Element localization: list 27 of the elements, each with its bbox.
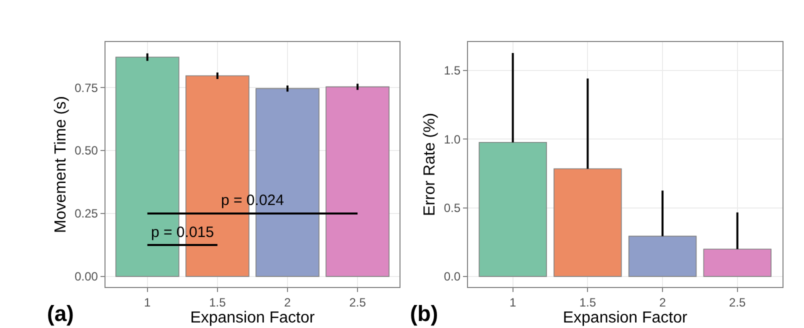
x-tick-label: 1.5: [579, 295, 596, 310]
bar: [554, 168, 622, 277]
y-tick-label: 0.00: [74, 270, 98, 284]
x-tick-label: 1: [509, 295, 516, 310]
x-tick-label: 2: [284, 295, 292, 310]
y-tick-label: 0.50: [74, 144, 98, 158]
text: (a): [47, 301, 74, 326]
y-tick-label: 0.75: [74, 80, 98, 95]
x-tick-label: 1.5: [209, 295, 226, 310]
y-tick-label: 0.5: [444, 200, 461, 215]
y-axis-title: Movement Time (s): [52, 96, 70, 233]
bar: [703, 248, 772, 277]
y-tick-label: 1.5: [444, 64, 461, 78]
x-tick-label: 2.5: [349, 295, 366, 310]
text: (b): [410, 301, 438, 326]
bar: [628, 236, 697, 277]
y-tick-label: 0.25: [74, 206, 98, 221]
x-tick-label: 2: [659, 295, 666, 310]
x-axis-title: Expansion Factor: [562, 309, 688, 326]
y-tick-label: 1.0: [444, 132, 461, 146]
bar: [326, 86, 390, 277]
x-axis-title: Expansion Factor: [190, 309, 316, 326]
x-tick-label: 2.5: [729, 295, 746, 310]
bar: [478, 142, 547, 277]
y-axis-title: Error Rate (%): [422, 112, 439, 216]
x-tick-label: 1: [144, 295, 152, 310]
y-tick-label: 0.0: [444, 270, 461, 284]
